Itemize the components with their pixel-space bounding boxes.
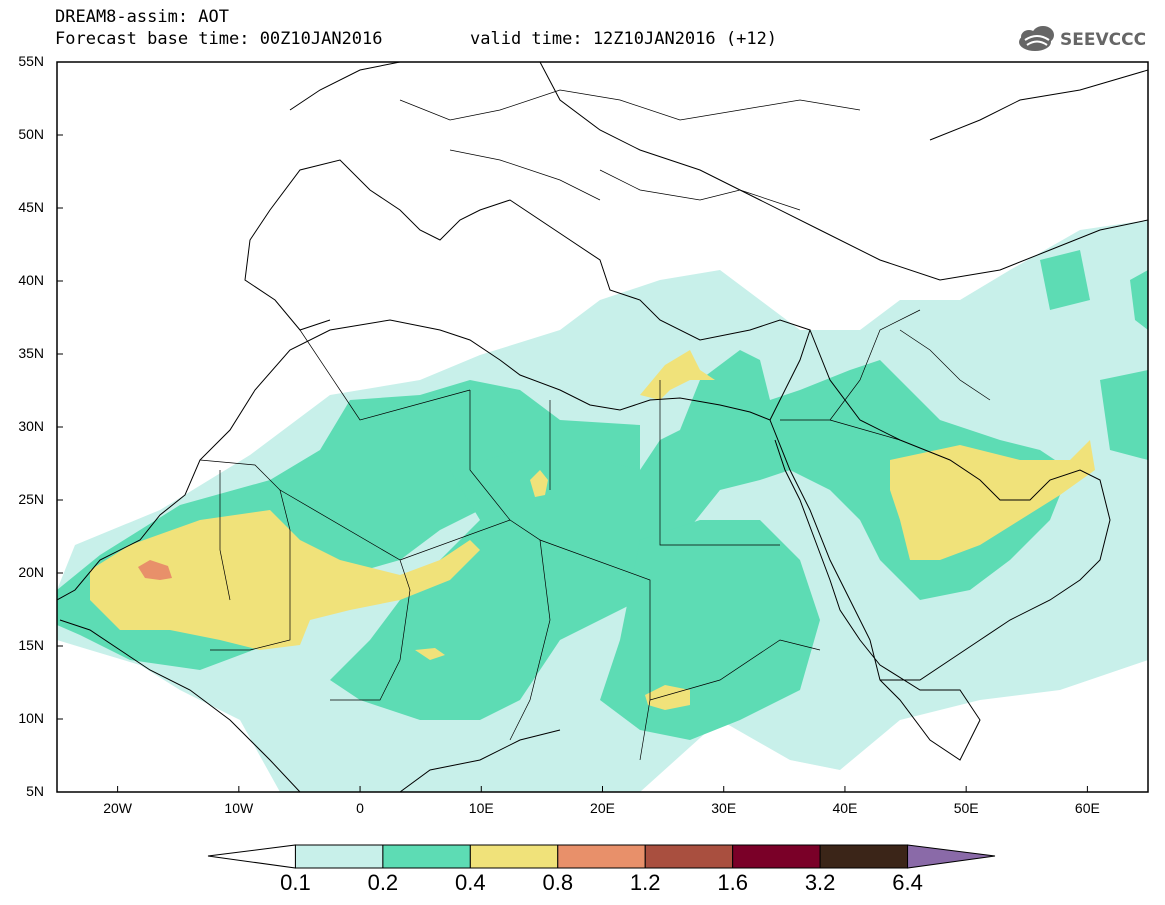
- legend-label: 1.2: [629, 870, 661, 895]
- lon-tick-label: 30E: [711, 800, 737, 816]
- lat-tick-label: 55N: [18, 53, 44, 69]
- tick-marks: [57, 61, 1088, 793]
- lon-tick-label: 50E: [953, 800, 979, 816]
- legend-label: 0.2: [367, 870, 399, 895]
- lon-tick-label: 10E: [468, 800, 494, 816]
- aot-map: [56, 61, 1149, 793]
- lon-tick-label: 10W: [224, 800, 254, 816]
- legend-label: 0.1: [280, 870, 311, 895]
- lat-tick-label: 35N: [18, 345, 44, 361]
- lat-tick-label: 20N: [18, 564, 44, 580]
- aot-field: [57, 62, 1148, 792]
- lat-tick-label: 50N: [18, 126, 44, 142]
- lat-tick-label: 25N: [18, 491, 44, 507]
- legend-label: 1.6: [717, 870, 748, 895]
- lat-tick-label: 30N: [18, 418, 44, 434]
- lon-tick-label: 60E: [1074, 800, 1100, 816]
- coastlines: [57, 62, 1148, 792]
- aot-level-0.8: [138, 560, 172, 580]
- lat-tick-label: 45N: [18, 199, 44, 215]
- lon-tick-label: 40E: [832, 800, 858, 816]
- legend-label: 0.8: [542, 870, 574, 895]
- lon-tick-label: 20W: [103, 800, 132, 816]
- lon-tick-label: 0: [356, 800, 364, 816]
- lat-tick-label: 40N: [18, 272, 44, 288]
- legend-label: 0.4: [455, 870, 486, 895]
- lon-tick-label: 20E: [590, 800, 615, 816]
- aot-level-0.4: [90, 350, 1095, 710]
- seevccc-logo: [1019, 26, 1054, 51]
- legend-label: 6.4: [892, 870, 923, 895]
- lat-tick-label: 15N: [18, 637, 44, 653]
- forecast-base-time: Forecast base time: 00Z10JAN2016: [55, 29, 383, 49]
- legend-label: 3.2: [804, 870, 836, 895]
- lat-tick-label: 10N: [18, 710, 44, 726]
- cloud-icon: [1019, 26, 1054, 51]
- chart-title: DREAM8-assim: AOT: [55, 7, 229, 27]
- country-borders: [199, 89, 991, 761]
- lat-tick-label: 5N: [26, 783, 44, 799]
- valid-time: valid time: 12Z10JAN2016 (+12): [470, 29, 778, 49]
- logo-text: SEEVCCC: [1060, 30, 1147, 50]
